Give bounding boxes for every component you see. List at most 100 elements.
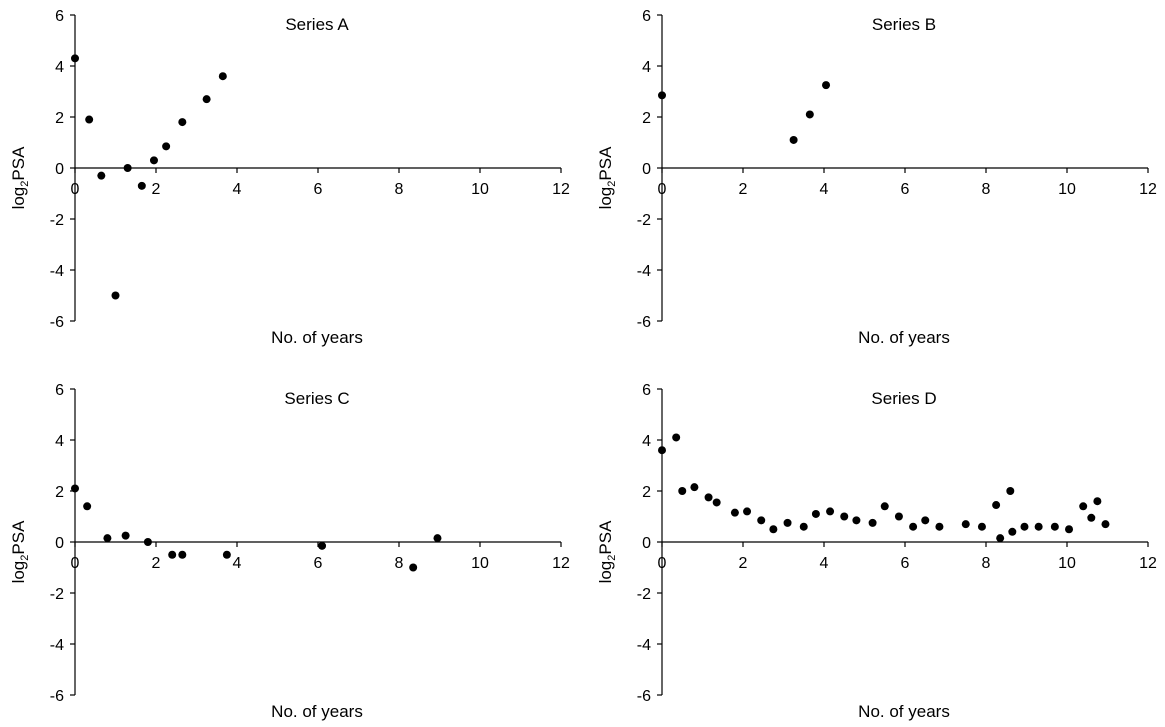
data-point	[799, 522, 808, 531]
y-tick-label: -6	[50, 314, 64, 331]
x-tick-label: 6	[901, 181, 910, 198]
x-tick-label: 6	[901, 555, 910, 572]
data-point	[921, 516, 930, 525]
x-tick-label: 8	[982, 181, 991, 198]
data-point	[672, 433, 681, 442]
data-point	[137, 181, 146, 190]
y-tick-label: -6	[637, 314, 651, 331]
x-tick-label: 0	[71, 555, 80, 572]
y-tick-label: 0	[642, 161, 651, 178]
x-axis-label: No. of years	[271, 328, 363, 347]
data-point	[977, 522, 986, 531]
y-axis-label: log2PSA	[9, 146, 31, 209]
data-point	[178, 118, 187, 127]
y-tick-label: -4	[637, 263, 651, 280]
y-axis-label: log2PSA	[596, 146, 618, 209]
x-tick-label: 8	[395, 181, 404, 198]
y-tick-label: 0	[55, 535, 64, 552]
data-point	[935, 522, 944, 531]
data-point	[730, 508, 739, 517]
data-point	[178, 550, 187, 559]
data-point	[149, 156, 158, 165]
chart-title: Series B	[872, 15, 936, 34]
y-tick-label: 0	[642, 535, 651, 552]
data-point	[805, 110, 814, 119]
data-point	[961, 520, 970, 529]
data-point	[992, 501, 1001, 510]
data-point	[826, 507, 835, 516]
y-tick-label: -2	[637, 212, 651, 229]
x-tick-label: 0	[658, 555, 667, 572]
x-axis-label: No. of years	[271, 702, 363, 721]
data-point	[678, 487, 687, 495]
y-tick-label: 6	[55, 8, 64, 25]
y-tick-label: -4	[50, 637, 64, 654]
x-tick-label: 6	[314, 181, 323, 198]
data-point	[1006, 487, 1015, 495]
data-point	[757, 516, 766, 525]
x-tick-label: 2	[152, 181, 161, 198]
y-tick-label: 6	[55, 382, 64, 399]
x-tick-label: 10	[471, 181, 489, 198]
data-point	[433, 534, 442, 543]
x-tick-label: 0	[658, 181, 667, 198]
y-tick-label: 2	[55, 484, 64, 501]
x-tick-label: 10	[471, 555, 489, 572]
data-point	[162, 142, 171, 151]
data-point	[1050, 522, 1059, 531]
data-point	[218, 72, 227, 81]
data-point	[658, 91, 666, 100]
data-point	[996, 534, 1005, 543]
data-point	[168, 550, 177, 559]
x-tick-label: 10	[1058, 181, 1076, 198]
x-tick-label: 0	[71, 181, 80, 198]
data-point	[840, 512, 849, 521]
chart-title: Series D	[871, 389, 936, 408]
y-tick-label: -2	[50, 586, 64, 603]
data-point	[409, 563, 418, 572]
data-point	[71, 54, 79, 63]
data-point	[880, 502, 889, 511]
data-point	[1008, 527, 1017, 536]
y-tick-label: 6	[642, 8, 651, 25]
y-tick-label: -2	[50, 212, 64, 229]
x-tick-label: 4	[233, 555, 242, 572]
data-point	[658, 446, 666, 455]
data-point	[103, 534, 112, 543]
y-tick-label: 4	[55, 59, 64, 76]
x-tick-label: 2	[739, 181, 748, 198]
x-axis-label: No. of years	[858, 702, 950, 721]
data-point	[83, 502, 92, 511]
y-tick-label: 2	[642, 484, 651, 501]
y-axis-label: log2PSA	[596, 520, 618, 583]
data-point	[769, 525, 778, 534]
data-point	[811, 509, 820, 518]
data-point	[143, 538, 152, 546]
y-tick-label: 2	[642, 110, 651, 127]
data-point	[222, 550, 231, 559]
x-tick-label: 2	[152, 555, 161, 572]
data-point	[894, 512, 903, 521]
y-tick-label: -4	[50, 263, 64, 280]
data-point	[743, 507, 752, 516]
data-point	[690, 483, 699, 492]
y-tick-label: 4	[55, 433, 64, 450]
y-tick-label: -6	[637, 688, 651, 705]
data-point	[783, 518, 792, 527]
data-point	[704, 493, 713, 502]
data-point	[111, 291, 120, 300]
y-axis-label: log2PSA	[9, 520, 31, 583]
y-tick-label: 4	[642, 59, 651, 76]
chart-panel-1: 6 4 2 0 -2 -4 -6 0 2 4 6 8 10 12 Series A No. of years l…	[9, 8, 570, 347]
data-point	[789, 135, 798, 144]
y-tick-label: -2	[637, 586, 651, 603]
x-tick-label: 4	[233, 181, 242, 198]
data-point	[1093, 497, 1102, 506]
data-point	[868, 518, 877, 527]
data-point	[1065, 525, 1074, 534]
x-tick-label: 6	[314, 555, 323, 572]
y-tick-label: -4	[637, 637, 651, 654]
x-tick-label: 10	[1058, 555, 1076, 572]
x-tick-label: 2	[739, 555, 748, 572]
